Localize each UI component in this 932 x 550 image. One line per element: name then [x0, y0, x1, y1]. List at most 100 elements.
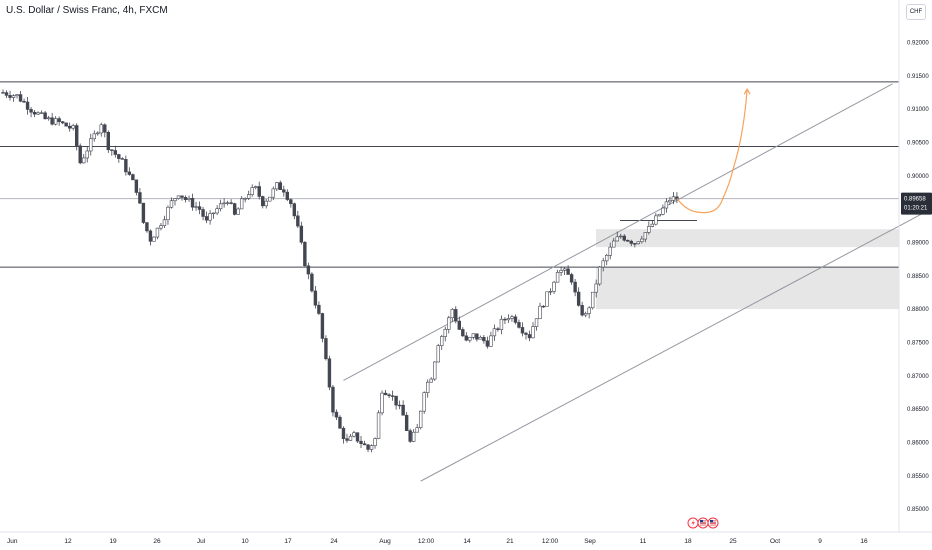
candle — [317, 301, 321, 315]
candle — [75, 123, 79, 151]
candle — [229, 199, 233, 205]
candle-body — [517, 322, 521, 328]
candle — [275, 182, 279, 192]
candle-body — [75, 125, 79, 147]
candle-body — [71, 125, 75, 129]
candle — [415, 423, 419, 433]
candle-body — [362, 443, 367, 446]
candle-body — [162, 219, 167, 226]
candle — [545, 291, 549, 307]
candle — [447, 315, 451, 334]
candle-body — [359, 440, 363, 444]
candle-body — [608, 246, 612, 256]
candle — [289, 198, 293, 208]
candle — [594, 279, 598, 298]
candle-body — [454, 309, 458, 322]
candle-body — [201, 209, 205, 217]
candle-body — [320, 313, 325, 339]
candle — [440, 334, 444, 350]
candle-body — [296, 215, 300, 227]
y-tick-label: 0.86500 — [907, 407, 929, 413]
candle-body — [264, 200, 268, 207]
candle — [612, 237, 616, 248]
candle-body — [92, 133, 96, 140]
candle-body — [376, 412, 381, 439]
candle — [176, 195, 181, 200]
candle — [208, 210, 212, 225]
us-flag-icon[interactable] — [707, 517, 719, 529]
candle — [232, 202, 237, 216]
currency-button[interactable]: CHF — [906, 4, 926, 20]
candle — [492, 324, 497, 341]
candle — [8, 90, 12, 101]
candle — [471, 333, 476, 340]
candle-body — [243, 198, 247, 200]
candle — [397, 400, 402, 410]
candle-body — [580, 305, 584, 316]
y-tick-label: 0.85500 — [907, 474, 929, 480]
projection-arrowhead — [743, 87, 751, 95]
symbol-title: U.S. Dollar / Swiss Franc, 4h, FXCM — [6, 5, 168, 16]
lightning-icon[interactable] — [687, 517, 699, 529]
candle-body — [380, 392, 384, 414]
candle — [99, 122, 103, 137]
candle-body — [25, 101, 30, 110]
x-tick-label: Oct — [770, 538, 780, 545]
candle-body — [394, 395, 398, 406]
candle-body — [327, 358, 332, 388]
candle — [180, 195, 184, 201]
candle — [359, 435, 363, 449]
candle-body — [401, 404, 405, 416]
candle-body — [552, 281, 556, 292]
candle — [36, 111, 40, 116]
x-tick-label: 26 — [153, 538, 161, 545]
candle — [222, 198, 226, 208]
candle-body — [383, 392, 388, 396]
candle-body — [187, 198, 191, 200]
candle — [236, 207, 240, 215]
candle-body — [562, 268, 567, 271]
candle — [243, 197, 247, 203]
us-flag-icon[interactable] — [697, 517, 709, 529]
candle — [320, 312, 325, 343]
candle-body — [559, 270, 563, 273]
candle — [183, 195, 188, 203]
candle-body — [569, 274, 574, 283]
candle — [166, 205, 170, 225]
candle-body — [331, 386, 335, 413]
candle-body — [257, 186, 261, 197]
candle-body — [113, 150, 118, 155]
candle — [296, 210, 300, 229]
candle — [443, 326, 447, 342]
candle-body — [338, 416, 342, 429]
candle — [668, 196, 672, 205]
candle — [60, 120, 65, 125]
x-tick-label: 12:00 — [542, 538, 559, 545]
candle-body — [341, 427, 346, 439]
candle-body — [397, 404, 402, 407]
candle-body — [457, 320, 461, 330]
candle — [429, 377, 433, 383]
candle — [380, 390, 384, 416]
economic-events[interactable] — [687, 517, 719, 529]
candle — [218, 199, 223, 212]
candle-body — [513, 316, 518, 323]
time-axis[interactable]: Jun 12 19 26 Jul 10 17 24 Aug 12:00 14 21 12:00 Sep 11… — [7, 538, 868, 545]
candle-body — [471, 333, 476, 338]
candle — [605, 253, 609, 266]
price-axis[interactable]: 0.920000.915000.910000.905000.900000.895… — [907, 41, 929, 514]
candle — [422, 391, 426, 414]
x-tick-label: 21 — [506, 538, 514, 545]
candle — [32, 109, 37, 118]
candle-body — [36, 112, 40, 115]
candle — [576, 287, 581, 307]
candle-body — [60, 121, 65, 124]
x-tick-label: 17 — [284, 538, 292, 545]
candle — [138, 188, 142, 204]
candle-body — [85, 150, 89, 159]
candle-body — [464, 335, 469, 341]
candle-body — [8, 95, 12, 98]
candle — [78, 143, 82, 165]
candle-body — [190, 198, 195, 208]
